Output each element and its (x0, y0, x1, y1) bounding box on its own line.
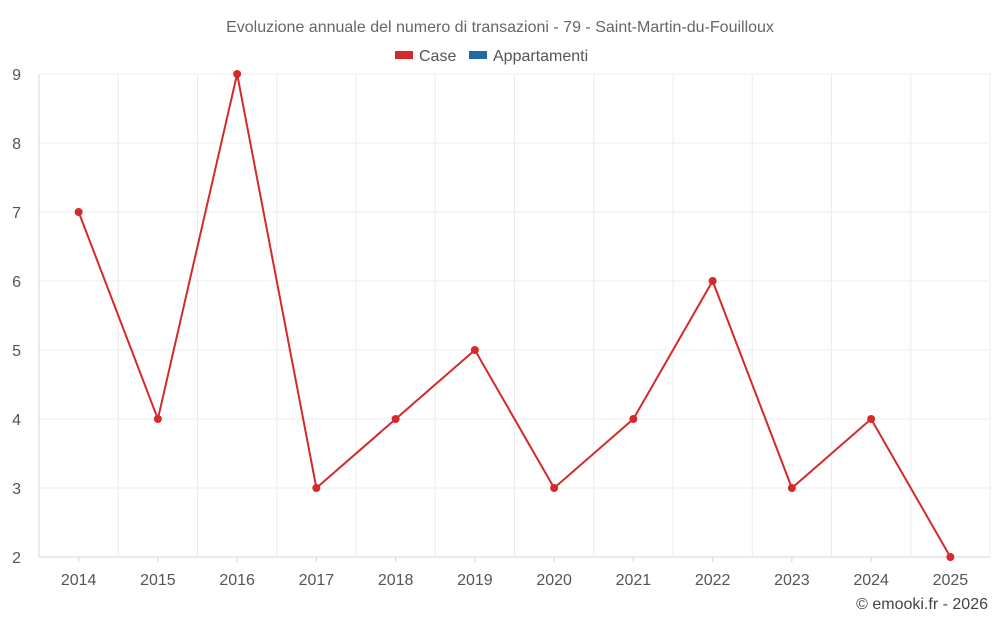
x-tick-label: 2025 (933, 572, 969, 589)
data-point[interactable] (153, 415, 162, 423)
credit-text: © emooki.fr - 2026 (856, 596, 988, 613)
y-tick-label: 9 (12, 67, 21, 84)
y-tick-label: 7 (12, 205, 21, 222)
data-point[interactable] (708, 277, 717, 285)
data-point[interactable] (787, 484, 796, 492)
data-point[interactable] (312, 484, 321, 492)
x-tick-label: 2016 (219, 572, 255, 589)
x-tick-label: 2023 (774, 572, 810, 589)
legend-swatch-case (395, 51, 413, 59)
data-point[interactable] (233, 70, 242, 78)
legend-label-appartamenti: Appartamenti (493, 48, 588, 65)
data-point[interactable] (74, 208, 83, 216)
legend: Case Appartamenti (395, 48, 588, 65)
data-point[interactable] (867, 415, 876, 423)
legend-item-appartamenti[interactable]: Appartamenti (469, 48, 588, 65)
data-point[interactable] (391, 415, 400, 423)
x-tick-label: 2022 (695, 572, 731, 589)
data-point[interactable] (470, 346, 479, 354)
x-tick-label: 2021 (616, 572, 652, 589)
x-tick-label: 2019 (457, 572, 493, 589)
x-tick-label: 2024 (853, 572, 889, 589)
y-tick-label: 4 (12, 412, 21, 429)
plot-area (74, 70, 955, 561)
y-tick-label: 8 (12, 136, 21, 153)
data-point[interactable] (946, 553, 955, 561)
legend-item-case[interactable]: Case (395, 48, 456, 65)
series-line-case (77, 73, 952, 558)
data-point[interactable] (629, 415, 638, 423)
legend-label-case: Case (419, 48, 456, 65)
x-tick-label: 2018 (378, 572, 414, 589)
x-tick-label: 2020 (536, 572, 572, 589)
grid (39, 73, 991, 558)
x-tick-label: 2017 (299, 572, 335, 589)
chart-title: Evoluzione annuale del numero di transaz… (226, 19, 774, 36)
y-tick-label: 6 (12, 274, 21, 291)
x-tick-label: 2015 (140, 572, 176, 589)
y-tick-label: 3 (12, 481, 21, 498)
legend-swatch-appartamenti (469, 51, 487, 59)
data-point[interactable] (550, 484, 559, 492)
y-tick-label: 5 (12, 343, 21, 360)
axes: 2 3 4 5 6 7 8 9 2014 2015 2016 2017 2018 2019 2020 2021… (12, 67, 990, 589)
y-tick-label: 2 (12, 550, 21, 567)
x-tick-label: 2014 (61, 572, 97, 589)
